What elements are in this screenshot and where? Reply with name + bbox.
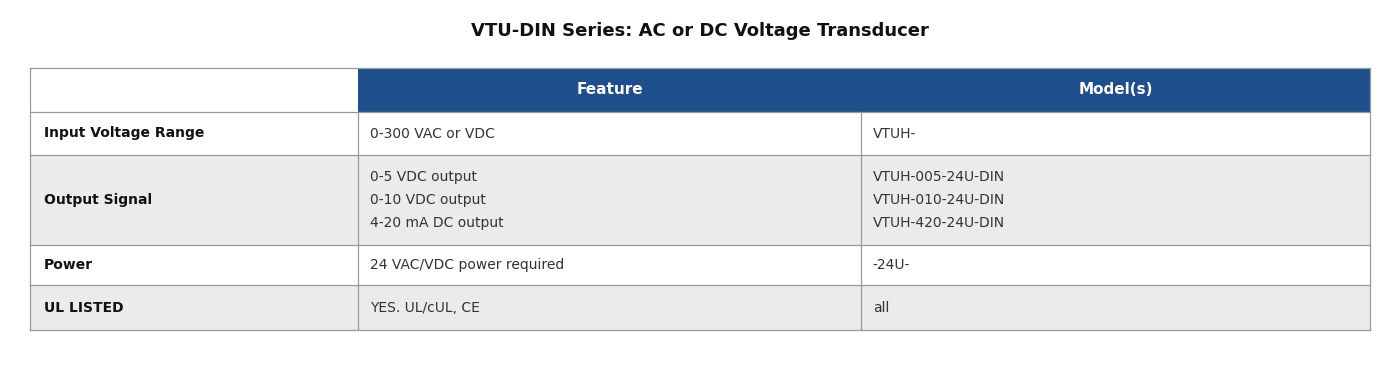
Text: VTUH-005-24U-DIN
VTUH-010-24U-DIN
VTUH-420-24U-DIN: VTUH-005-24U-DIN VTUH-010-24U-DIN VTUH-4…: [872, 170, 1005, 230]
Bar: [358, 155, 861, 245]
Text: 0-5 VDC output
0-10 VDC output
4-20 mA DC output: 0-5 VDC output 0-10 VDC output 4-20 mA D…: [370, 170, 504, 230]
Bar: [29, 112, 358, 155]
Text: Output Signal: Output Signal: [43, 193, 153, 207]
Bar: [861, 245, 1371, 285]
Text: VTUH-: VTUH-: [872, 126, 916, 141]
Bar: [861, 285, 1371, 330]
Text: Model(s): Model(s): [1078, 82, 1152, 98]
Text: YES. UL/cUL, CE: YES. UL/cUL, CE: [370, 301, 480, 314]
Bar: [861, 68, 1371, 112]
Text: Power: Power: [43, 258, 94, 272]
Bar: [358, 68, 861, 112]
Bar: [29, 155, 358, 245]
Text: -24U-: -24U-: [872, 258, 910, 272]
Bar: [29, 285, 358, 330]
Bar: [358, 285, 861, 330]
Bar: [358, 245, 861, 285]
Text: Feature: Feature: [577, 82, 643, 98]
Text: 0-300 VAC or VDC: 0-300 VAC or VDC: [370, 126, 496, 141]
Bar: [29, 245, 358, 285]
Text: all: all: [872, 301, 889, 314]
Bar: [358, 112, 861, 155]
Text: Input Voltage Range: Input Voltage Range: [43, 126, 204, 141]
Bar: [29, 68, 358, 112]
Bar: [861, 155, 1371, 245]
Text: 24 VAC/VDC power required: 24 VAC/VDC power required: [370, 258, 564, 272]
Text: UL LISTED: UL LISTED: [43, 301, 123, 314]
Text: VTU-DIN Series: AC or DC Voltage Transducer: VTU-DIN Series: AC or DC Voltage Transdu…: [470, 22, 930, 40]
Bar: [861, 112, 1371, 155]
